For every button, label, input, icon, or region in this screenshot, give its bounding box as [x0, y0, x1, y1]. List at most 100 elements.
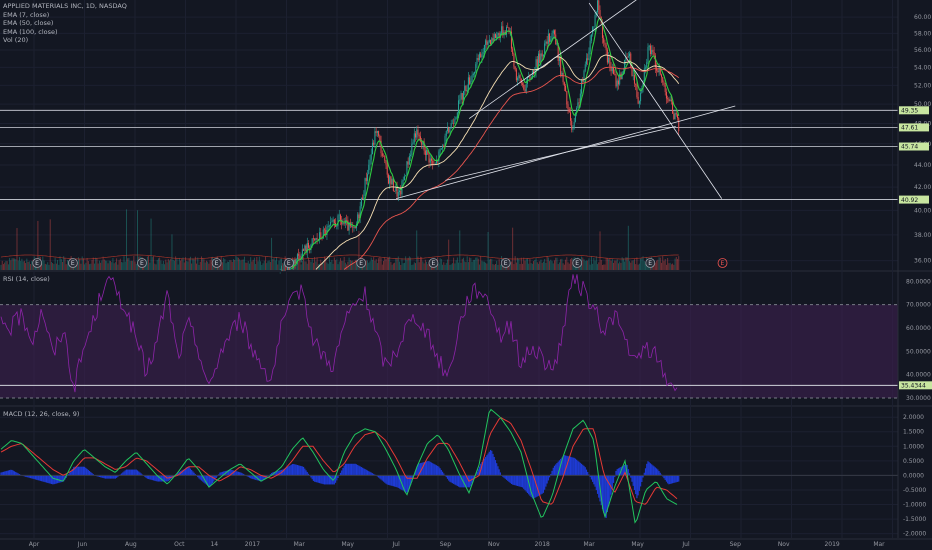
volume-bar — [279, 258, 281, 270]
macd-histogram-bar — [315, 475, 317, 483]
candle-body — [624, 60, 626, 72]
volume-bar — [479, 264, 480, 270]
price-axes[interactable]: 36.0038.0040.0042.0044.0046.0048.0050.00… — [897, 0, 932, 538]
macd-title[interactable]: MACD (12, 26, close, 9) — [3, 410, 80, 418]
macd-histogram-bar — [614, 475, 616, 478]
rsi-line — [0, 274, 678, 393]
volume-bar — [370, 257, 372, 270]
macd-histogram-bar — [240, 472, 242, 476]
candle-body — [517, 77, 519, 81]
volume-bar — [421, 257, 423, 270]
volume-bar — [276, 256, 277, 270]
macd-histogram-bar — [210, 475, 212, 485]
macd-histogram-bar — [395, 475, 397, 487]
volume-bar — [347, 261, 349, 270]
volume-bar — [253, 257, 255, 270]
candle-body — [336, 225, 338, 227]
candle-body — [456, 112, 458, 118]
indicator-ema50[interactable]: EMA (50, close) — [3, 19, 54, 28]
indicator-ema100[interactable]: EMA (100, close) — [3, 27, 58, 36]
volume-bar — [463, 257, 464, 270]
earnings-marker — [32, 258, 43, 268]
rsi-title[interactable]: RSI (14, close) — [3, 275, 50, 283]
macd-histogram-bar — [107, 475, 109, 479]
indicator-ema7[interactable]: EMA (7, close) — [3, 10, 50, 19]
volume-bar — [389, 256, 391, 270]
candle-body — [373, 142, 375, 145]
volume-bar — [588, 258, 590, 270]
macd-tick: 2.0000 — [903, 414, 924, 421]
candle-body — [416, 129, 418, 138]
macd-histogram-bar — [604, 475, 606, 517]
macd-histogram-bar — [453, 475, 455, 484]
macd-histogram-bar — [42, 475, 44, 482]
macd-histogram-bar — [9, 470, 11, 476]
candle-body — [565, 85, 567, 91]
candle-body — [443, 145, 445, 148]
macd-histogram-bar — [186, 467, 188, 476]
candle-body — [383, 155, 385, 157]
macd-histogram-bar — [592, 475, 594, 482]
macd-histogram-bar — [146, 475, 148, 479]
candle-body — [306, 242, 308, 253]
macd-histogram-bar — [626, 464, 628, 476]
volume-bar — [394, 262, 396, 270]
time-tick: 2018 — [535, 541, 550, 548]
macd-histogram-bar — [176, 473, 178, 476]
candle-body — [308, 242, 309, 248]
candle-body — [582, 80, 584, 83]
time-axis[interactable]: Apr Jun Aug Oct 14 2017 Mar May Jul Sep Nov 2018 Mar… — [29, 541, 885, 548]
candle-body — [295, 259, 297, 264]
volume-bar — [325, 257, 327, 270]
macd-histogram-bar — [579, 462, 581, 476]
candle-body — [378, 131, 380, 136]
macd-histogram-bar — [293, 463, 295, 476]
macd-histogram-bar — [382, 475, 385, 482]
rsi-tick: 50.0000 — [906, 348, 931, 355]
macd-histogram-bar — [605, 475, 607, 518]
volume-bar — [396, 258, 398, 270]
volume-bar — [677, 258, 678, 270]
candle-body — [581, 80, 583, 94]
macd-histogram-bar — [295, 464, 297, 476]
volume-bar — [486, 263, 488, 270]
candle-body — [315, 238, 317, 241]
volume-bar — [375, 259, 377, 270]
macd-histogram-bar — [577, 460, 579, 476]
macd-histogram-bar — [472, 475, 474, 481]
candle-body — [301, 249, 303, 259]
candle-body — [309, 247, 311, 250]
volume-bar — [526, 258, 528, 270]
volume-bar — [161, 263, 163, 270]
rsi-tick: 70.0000 — [906, 302, 931, 309]
volume-bar — [106, 260, 108, 270]
trendlines[interactable] — [396, 0, 736, 200]
volume-bar — [450, 264, 452, 270]
candle-body — [381, 153, 383, 156]
candle-body — [455, 117, 457, 120]
volume-bar — [582, 257, 584, 270]
symbol-title[interactable]: APPLIED MATERIALS INC, 1D, NASDAQ — [3, 2, 127, 10]
candle-body — [320, 232, 322, 238]
volume-bar — [566, 257, 568, 270]
candle-body — [412, 142, 414, 144]
macd-histogram-bar — [31, 475, 33, 479]
macd-histogram-bar — [277, 470, 279, 476]
volume-bar — [260, 261, 261, 270]
candle-body — [672, 101, 674, 114]
volume-bar — [192, 258, 194, 270]
volume-bar — [81, 256, 83, 270]
volume-bar — [121, 262, 122, 270]
volume-bar — [476, 257, 478, 270]
macd-histogram-bar — [612, 475, 615, 483]
candle-body — [389, 176, 391, 184]
macd-histogram-bar — [587, 471, 589, 476]
volume-bar — [555, 257, 557, 270]
volume-bar — [645, 264, 646, 270]
macd-histogram-bar — [598, 475, 600, 498]
indicator-volume[interactable]: Vol (20) — [3, 36, 29, 45]
macd-histogram-bar — [386, 475, 388, 485]
volume-bar — [408, 256, 410, 270]
